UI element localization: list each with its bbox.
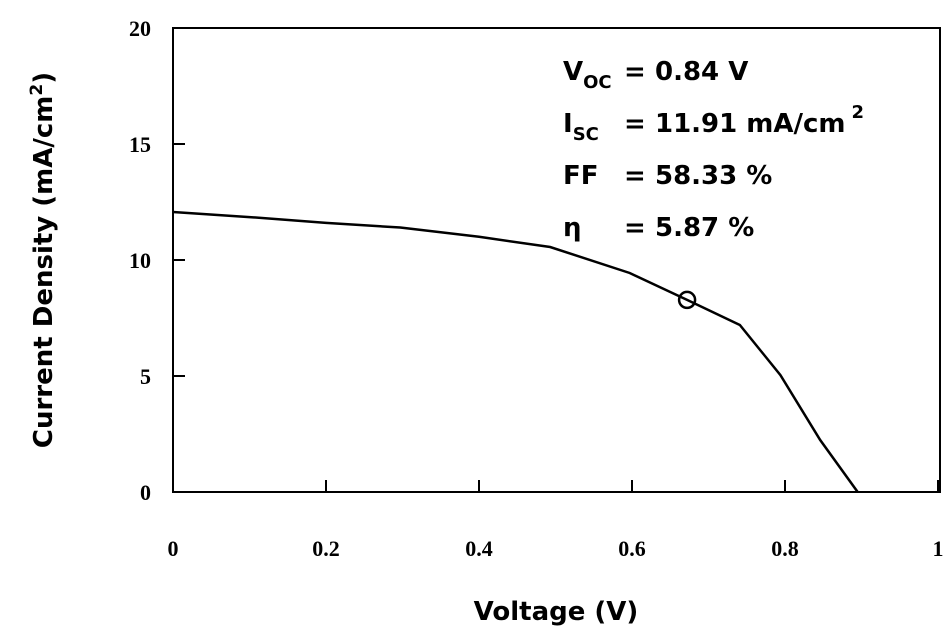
x-tick-label: 0.4 [465,536,493,561]
x-axis-label: Voltage (V) [474,597,639,627]
annotation-symbol: FF [563,161,599,191]
symbol: V [563,57,583,87]
annotation-eq: = [624,109,646,139]
value: 11.91 mA/cm [655,109,846,139]
annotation-value: 58.33 % [655,161,772,191]
annotation-eq: = [624,213,646,243]
annotation-value: 5.87 % [655,213,754,243]
y-tick-label: 20 [129,16,151,41]
y-tick-label: 0 [140,480,151,505]
x-tick-label: 0.2 [312,536,340,561]
y-label-text: Current Density (mA/cm [29,96,59,449]
superscript: 2 [852,102,865,123]
value: 5.87 % [655,213,754,243]
x-tick-label: 0.6 [618,536,646,561]
x-tick-label: 1 [933,536,944,561]
annotation-value: 11.91 mA/cm 2 [655,102,864,139]
y-tick-label: 10 [129,248,151,273]
plot-frame [173,28,940,492]
annotation-symbol: η [563,213,582,243]
y-label-close: ) [29,72,59,84]
y-tick-label: 5 [140,364,151,389]
value: 58.33 % [655,161,772,191]
subscript: OC [583,72,612,93]
subscript: SC [573,124,599,145]
x-tick-label: 0.8 [771,536,799,561]
symbol: η [563,213,582,243]
y-axis-label: Current Density (mA/cm2) [27,72,59,448]
symbol: FF [563,161,599,191]
y-tick-label: 15 [129,132,151,157]
annotation-eq: = [624,161,646,191]
value: 0.84 V [655,57,748,87]
curve [173,212,858,492]
annotation-symbol: ISC [563,109,599,145]
y-label-superscript: 2 [27,84,47,96]
symbol: I [563,109,573,139]
annotation-eq: = [624,57,646,87]
chart: Voltage (V) Current Density (mA/cm2) 051… [0,0,945,644]
annotation-symbol: VOC [563,57,612,93]
x-tick-label: 0 [168,536,179,561]
annotation-value: 0.84 V [655,57,748,87]
